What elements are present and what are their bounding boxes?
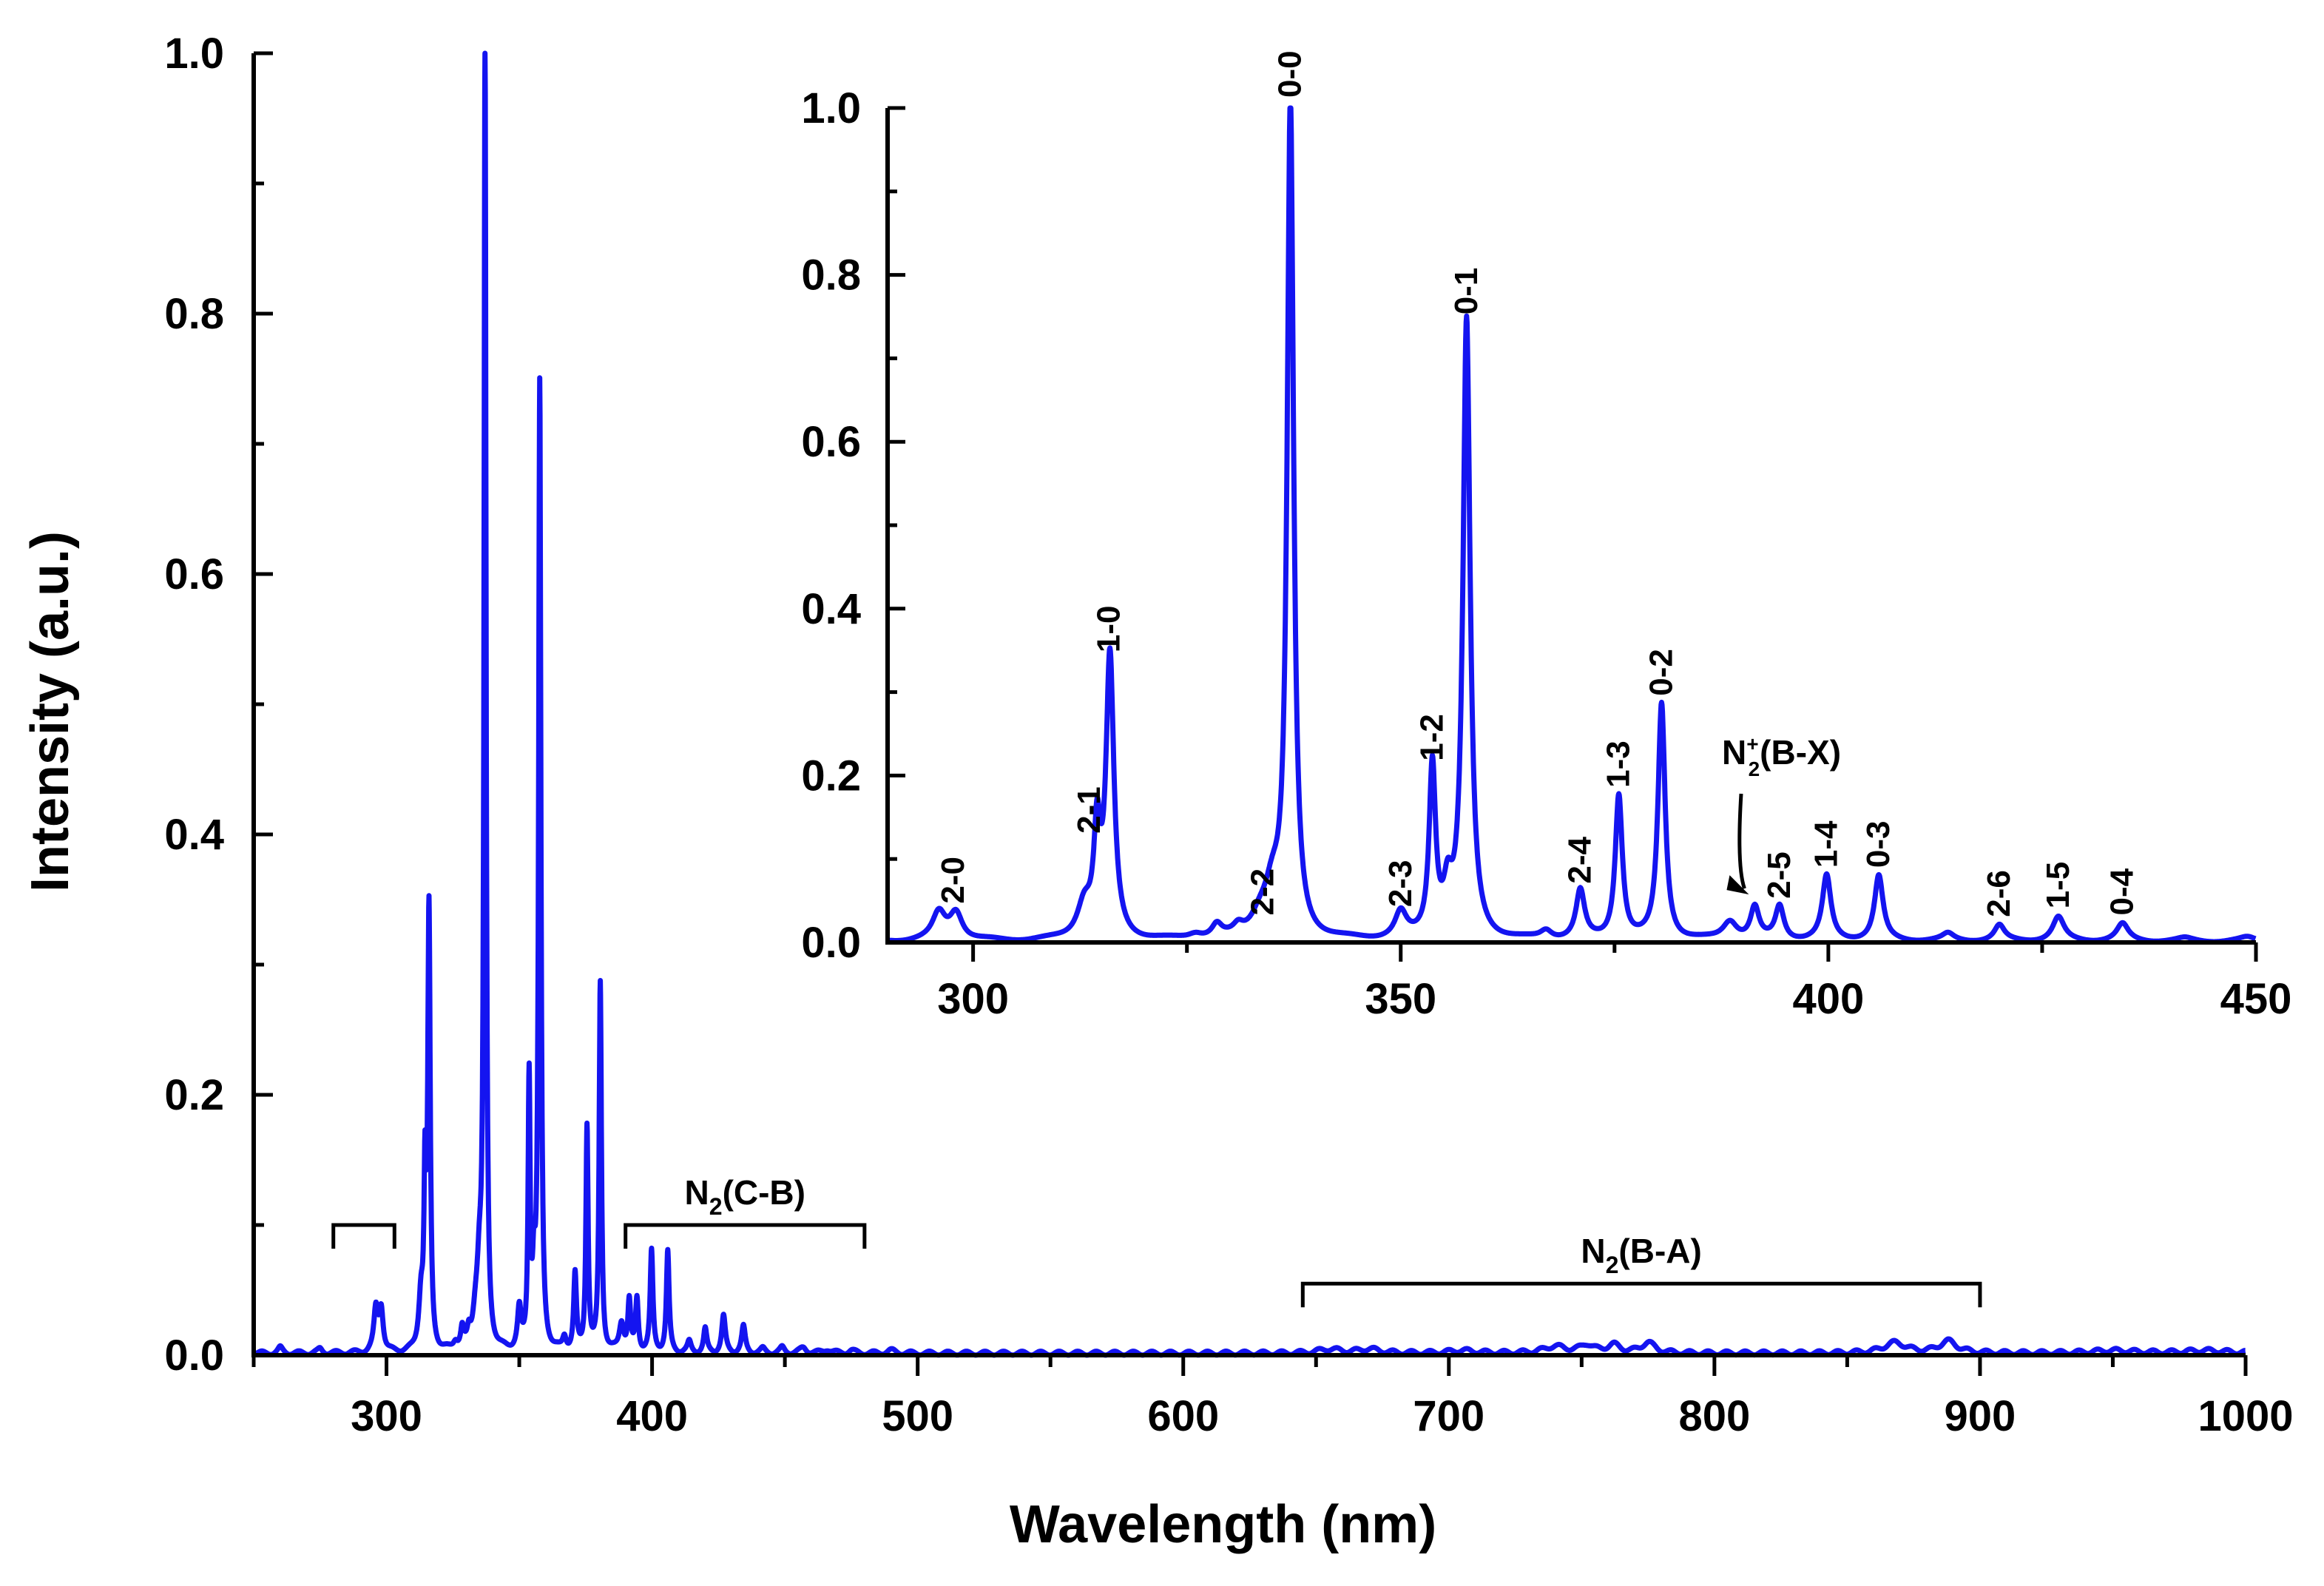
main-y-tick-label: 0.2 (164, 1071, 224, 1119)
inset-x-tick-label: 450 (2220, 975, 2292, 1023)
main-y-axis-title: Intensity (a.u.) (21, 531, 80, 892)
inset-x-tick-label: 350 (1365, 975, 1436, 1023)
main-x-axis-title: Wavelength (nm) (1010, 1495, 1436, 1554)
main-y-tick-label: 1.0 (164, 30, 224, 78)
peak-label: 2-0 (935, 857, 971, 904)
inset-plot: 0.0 0.2 0.4 0.6 0.8 1.0 300 350 400 450 2-0 2-1 1-0 2… (801, 49, 2291, 1023)
region-bracket (1300, 1281, 1982, 1308)
ion-arrow-line (1737, 793, 1746, 889)
main-x-tick-label: 800 (1678, 1392, 1750, 1440)
region-label-main: N (685, 1173, 709, 1212)
region-label-rest: (C-B) (723, 1173, 805, 1212)
region-label-sub: 2 (1606, 1252, 1619, 1278)
region-label: N2(C-B) (685, 1173, 805, 1220)
inset-y-tick-label: 0.4 (801, 585, 861, 633)
inset-x-tick-label: 400 (1792, 975, 1864, 1023)
peak-label: 2-3 (1382, 860, 1419, 908)
ion-band-label: N+ 2(B-X) (1722, 732, 1841, 780)
region-bracket (624, 1223, 867, 1249)
inset-y-tick-label: 1.0 (801, 84, 861, 132)
peak-label: 0-3 (1860, 821, 1896, 868)
region-label-sub: 2 (709, 1193, 723, 1220)
ion-label-rest: (B-X) (1760, 733, 1841, 772)
main-y-tick-label: 0.6 (164, 550, 224, 598)
main-x-tick-label: 900 (1945, 1392, 2016, 1440)
region-label: N2(B-A) (1581, 1232, 1701, 1278)
peak-label: 1-0 (1090, 606, 1126, 653)
peak-label: 1-2 (1414, 714, 1450, 761)
main-y-tick-label: 0.0 (164, 1332, 224, 1380)
region-label-rest: (B-A) (1618, 1232, 1701, 1270)
peak-label: 2-6 (1981, 870, 2017, 917)
main-x-tick-label: 300 (351, 1392, 422, 1440)
peak-label: 1-3 (1601, 740, 1637, 788)
peak-label: 2-2 (1245, 868, 1281, 916)
ion-label-main: N (1722, 733, 1746, 772)
main-plot: 0.0 0.2 0.4 0.6 0.8 1.0 300 400 500 600 700 800 900 1… (21, 30, 2294, 1554)
inset-spectrum-line (885, 105, 2258, 945)
main-x-tick-label: 1000 (2198, 1392, 2293, 1440)
main-x-tick-label: 600 (1147, 1392, 1219, 1440)
inset-y-tick-label: 0.0 (801, 919, 861, 967)
ion-label-sub: 2 (1749, 757, 1760, 780)
region-label-main: N (1581, 1232, 1605, 1270)
peak-label: 2-4 (1562, 836, 1598, 883)
inset-y-tick-label: 0.8 (801, 252, 861, 300)
ion-arrow-head (1726, 875, 1749, 895)
inset-y-tick-label: 0.6 (801, 418, 861, 466)
peak-label: 2-1 (1071, 786, 1107, 834)
inset-x-tick-label: 300 (937, 975, 1009, 1023)
peak-label: 0-1 (1448, 268, 1484, 315)
peak-label: 0-2 (1643, 649, 1679, 696)
peak-label: 0-0 (1272, 50, 1308, 98)
inset-y-tick-label: 0.2 (801, 752, 861, 800)
inset-background (891, 49, 2259, 939)
main-y-tick-label: 0.4 (164, 811, 224, 859)
peak-label: 1-4 (1808, 820, 1845, 868)
peak-label: 2-5 (1761, 851, 1797, 899)
peak-label: 0-4 (2104, 868, 2141, 915)
peak-label: 1-5 (2040, 862, 2076, 909)
main-x-tick-label: 400 (616, 1392, 688, 1440)
main-x-tick-label: 500 (882, 1392, 953, 1440)
ion-label-sup: + (1746, 732, 1758, 755)
region-bracket (331, 1223, 396, 1249)
main-y-tick-label: 0.8 (164, 290, 224, 338)
main-x-tick-label: 700 (1413, 1392, 1484, 1440)
